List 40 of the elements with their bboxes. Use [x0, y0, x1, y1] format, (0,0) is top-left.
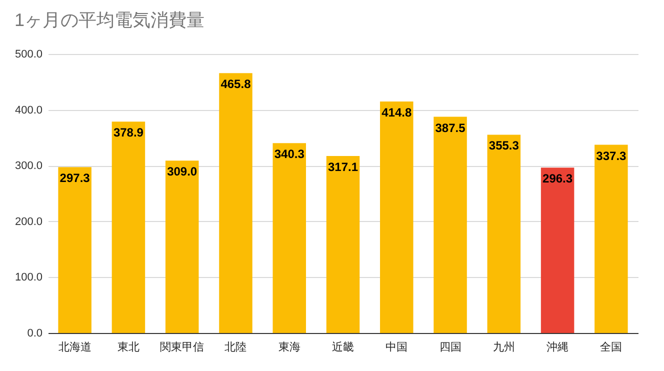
data-label: 387.5 — [435, 120, 466, 135]
x-tick-label: 北陸 — [224, 340, 247, 354]
data-label: 317.1 — [328, 160, 358, 174]
bar — [434, 116, 467, 333]
bar — [219, 73, 252, 333]
x-tick-label: 中国 — [386, 340, 408, 354]
data-label: 337.3 — [596, 148, 627, 163]
x-tick-label: 全国 — [600, 342, 622, 354]
bar — [487, 134, 521, 333]
x-tick-label: 四国 — [439, 342, 462, 354]
bar — [326, 156, 360, 333]
x-tick-label: 九州 — [492, 340, 515, 354]
data-label: 378.9 — [113, 126, 144, 140]
data-label: 355.3 — [488, 138, 520, 153]
y-tick-label: 200.0 — [14, 216, 42, 228]
x-tick-label: 東北 — [117, 340, 140, 354]
data-label: 340.3 — [274, 147, 305, 162]
data-label: 297.3 — [60, 171, 90, 186]
x-tick-label: 北海道 — [58, 340, 92, 354]
y-tick-label: 0.0 — [27, 328, 42, 340]
data-label: 309.0 — [167, 164, 198, 179]
data-label: 465.8 — [220, 77, 252, 92]
bar — [112, 122, 146, 333]
bar — [272, 143, 306, 333]
bar — [540, 168, 574, 333]
x-tick-label: 関東甲信 — [160, 340, 204, 354]
bar — [165, 160, 199, 333]
data-label: 414.8 — [382, 106, 412, 120]
x-tick-label: 近畿 — [332, 340, 354, 354]
bar — [58, 167, 92, 333]
data-label: 296.3 — [542, 172, 573, 186]
bar — [594, 144, 628, 333]
x-tick-label: 沖縄 — [546, 340, 569, 354]
y-tick-label: 300.0 — [14, 160, 42, 172]
chart-title: 1ヶ月の平均電気消費量 — [14, 10, 204, 30]
y-tick-label: 100.0 — [14, 272, 42, 284]
y-tick-label: 400.0 — [14, 104, 42, 116]
bar — [380, 102, 414, 333]
y-tick-label: 500.0 — [14, 48, 42, 60]
x-tick-label: 東海 — [278, 340, 300, 354]
